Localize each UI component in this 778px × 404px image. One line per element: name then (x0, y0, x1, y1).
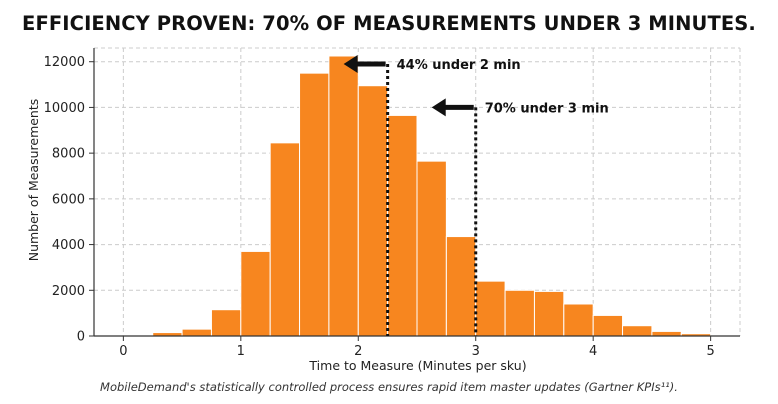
histogram-bar (269, 142, 301, 337)
histogram-bar (445, 236, 477, 337)
annotation-label: 44% under 2 min (397, 58, 521, 73)
x-tick-label: 5 (706, 344, 714, 359)
y-tick-label: 4000 (52, 238, 85, 253)
x-tick-label: 1 (237, 344, 245, 359)
x-axis-label: Time to Measure (Minutes per sku) (308, 358, 526, 373)
histogram-bar (592, 314, 624, 337)
y-tick-label: 12000 (44, 55, 85, 70)
annotation-label: 70% under 3 min (485, 101, 609, 116)
x-tick-label: 0 (119, 344, 127, 359)
histogram-bar (651, 330, 682, 337)
histogram-bar (387, 114, 418, 337)
histogram-bar (240, 250, 271, 337)
y-tick-label: 0 (77, 330, 85, 345)
arrow-left-icon (343, 55, 358, 73)
histogram-bar (504, 289, 535, 337)
x-tick-label: 2 (354, 344, 362, 359)
histogram-bar (357, 85, 389, 337)
histogram-bar (328, 55, 359, 337)
histogram-bar (416, 160, 447, 337)
axes: 0 2000 4000 6000 8000 10000 12000 0 1 2 3 4 5 (44, 48, 740, 359)
x-tick-label: 4 (589, 344, 597, 359)
annotations: 44% under 2 min 70% under 3 min (343, 55, 609, 336)
y-axis-label: Number of Measurements (26, 99, 41, 262)
histogram-bar (475, 280, 506, 337)
y-tick-label: 10000 (44, 101, 85, 116)
x-tick-label: 3 (472, 344, 480, 359)
histogram-bars (122, 55, 712, 337)
arrow-left-icon (431, 98, 446, 117)
histogram-bar (299, 72, 330, 337)
chart-title: EFFICIENCY PROVEN: 70% OF MEASUREMENTS U… (22, 12, 756, 35)
y-tick-label: 8000 (52, 147, 85, 162)
histogram-bar (622, 325, 653, 337)
histogram-bar (210, 309, 242, 337)
y-tick-label: 6000 (52, 192, 85, 207)
histogram-bar (181, 328, 212, 337)
chart-caption: MobileDemand's statistically controlled … (100, 380, 678, 394)
histogram-bar (563, 303, 594, 337)
histogram-bar (533, 290, 565, 337)
y-tick-label: 2000 (52, 284, 85, 299)
